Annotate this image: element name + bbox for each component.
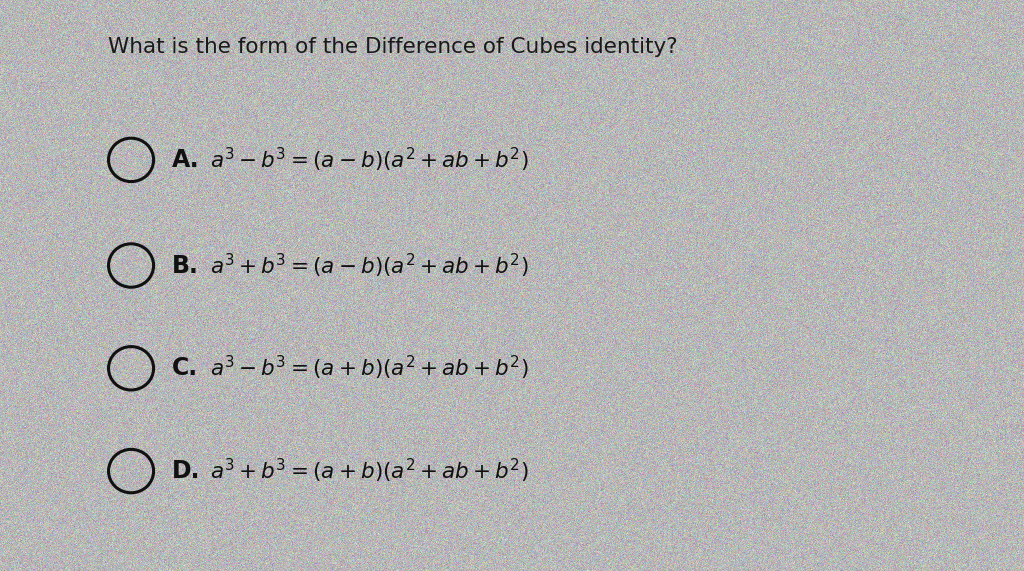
Text: $a^3 - b^3 = (a+b)\left(a^2 + ab + b^2\right)$: $a^3 - b^3 = (a+b)\left(a^2 + ab + b^2\r… bbox=[210, 354, 528, 383]
Text: D.: D. bbox=[172, 459, 201, 483]
Text: What is the form of the Difference of Cubes identity?: What is the form of the Difference of Cu… bbox=[108, 37, 677, 57]
Text: B.: B. bbox=[172, 254, 199, 278]
Text: C.: C. bbox=[172, 356, 199, 380]
Text: A.: A. bbox=[172, 148, 200, 172]
Text: $a^3 + b^3 = (a-b)\left(a^2 + ab + b^2\right)$: $a^3 + b^3 = (a-b)\left(a^2 + ab + b^2\r… bbox=[210, 251, 528, 280]
Text: $a^3 - b^3 = (a-b)\left(a^2 + ab + b^2\right)$: $a^3 - b^3 = (a-b)\left(a^2 + ab + b^2\r… bbox=[210, 146, 528, 174]
Text: $a^3 + b^3 = (a+b)\left(a^2 + ab + b^2\right)$: $a^3 + b^3 = (a+b)\left(a^2 + ab + b^2\r… bbox=[210, 457, 528, 485]
